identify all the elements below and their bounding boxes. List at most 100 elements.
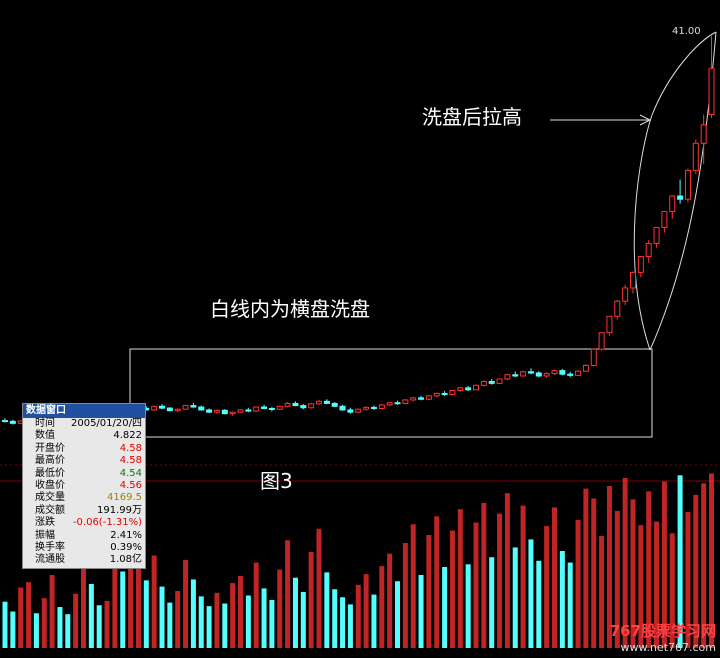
volume-bar	[167, 602, 173, 648]
volume-bar	[57, 607, 63, 648]
row-value: 0.39%	[110, 541, 142, 553]
candle-body	[543, 373, 550, 377]
row-label: 流通股	[35, 554, 65, 566]
volume-bar	[324, 572, 330, 648]
volume-bar	[410, 524, 416, 648]
volume-bar	[112, 548, 118, 648]
candle-body	[496, 378, 503, 384]
row-value: 1.08亿	[109, 554, 142, 566]
volume-bar	[261, 588, 267, 648]
volume-bar	[143, 580, 149, 648]
candle-body	[237, 409, 244, 413]
volume-bar	[135, 536, 141, 648]
volume-bar	[33, 613, 39, 648]
row: 成交额 191.99万	[23, 505, 145, 517]
candle-body	[300, 405, 307, 409]
row-label: 时间	[35, 418, 55, 429]
candle-body	[684, 169, 691, 200]
volume-bar	[481, 502, 487, 648]
volume-bar	[402, 542, 408, 648]
volume-bar	[363, 574, 369, 648]
volume-bar	[520, 505, 526, 648]
candle-body	[268, 407, 275, 410]
volume-bar	[473, 522, 479, 648]
watermark-title: 767股票学习网	[609, 622, 716, 640]
row-label: 成交量	[35, 492, 65, 504]
volume-bar	[457, 509, 463, 648]
candle-body	[276, 405, 283, 410]
volume-bar	[269, 599, 275, 648]
candle-body	[402, 399, 409, 404]
candle-body	[551, 370, 558, 375]
candle-body	[582, 364, 589, 372]
candle-body	[708, 67, 715, 116]
row-value: 4.54	[119, 467, 142, 479]
candle-body	[182, 405, 189, 410]
volume-bar	[308, 551, 314, 648]
candle-body	[480, 381, 487, 386]
volume-bar	[300, 591, 306, 648]
row-value: 2.41%	[110, 529, 142, 541]
row: 成交量 4169.5	[23, 492, 145, 504]
row-value: 191.99万	[97, 504, 142, 516]
volume-bar	[685, 511, 691, 648]
candle-body	[535, 372, 542, 377]
candle-body	[488, 381, 495, 384]
candle-body	[606, 315, 613, 334]
candle-body	[386, 402, 393, 406]
volume-bar	[151, 555, 157, 648]
candle-body	[504, 374, 511, 380]
annotation: 白线内为横盘洗盘	[210, 297, 370, 321]
volume-bar	[646, 491, 652, 648]
volume-bar	[512, 547, 518, 648]
row-value: 2005/01/20/四	[70, 418, 142, 429]
row-value: 4.822	[113, 430, 142, 442]
candle-body	[2, 420, 8, 423]
volume-bar	[575, 519, 581, 648]
data-window: 数据窗口 时间 2005/01/20/四 数值 4.822 开盘价 4.58 最高价 4…	[22, 403, 146, 569]
volume-bar	[316, 528, 322, 648]
volume-bar	[379, 566, 385, 648]
row-label: 开盘价	[35, 442, 65, 454]
candle-body	[527, 371, 534, 374]
volume-bar	[73, 593, 79, 648]
volume-bar	[465, 564, 471, 648]
volume-bar	[104, 600, 110, 648]
candle-body	[425, 395, 432, 400]
row-label: 最低价	[35, 467, 65, 479]
candle-body	[174, 408, 181, 412]
volume-bar	[395, 581, 400, 648]
rise-outline	[649, 31, 717, 351]
candle-body	[653, 226, 660, 244]
row-label: 最高价	[35, 455, 65, 467]
volume-bar	[292, 577, 298, 648]
candle-body	[661, 211, 668, 228]
candle-body	[567, 373, 574, 376]
volume-bar	[65, 614, 71, 648]
candle-body	[449, 389, 456, 395]
volume-bar	[661, 481, 667, 648]
candle-body	[166, 407, 173, 412]
volume-bar	[434, 516, 440, 648]
volume-bar	[128, 560, 134, 648]
candle-body	[190, 405, 197, 408]
volume-bar	[544, 526, 550, 648]
candle-body	[159, 405, 165, 409]
candle-body	[394, 402, 401, 405]
candle-body	[331, 402, 338, 407]
candle-body	[441, 392, 448, 395]
row-label: 涨跌	[35, 517, 55, 529]
volume-bar	[26, 582, 32, 648]
candle-body	[669, 195, 676, 213]
volume-bar	[81, 564, 86, 648]
volume-bar	[183, 559, 189, 648]
volume-bar	[599, 535, 605, 648]
candle-body	[433, 392, 440, 397]
volume-bar	[442, 567, 448, 648]
row: 开盘价 4.58	[23, 443, 145, 455]
candle-body	[410, 397, 417, 401]
candle-body	[245, 409, 252, 412]
candle-body	[692, 142, 699, 171]
